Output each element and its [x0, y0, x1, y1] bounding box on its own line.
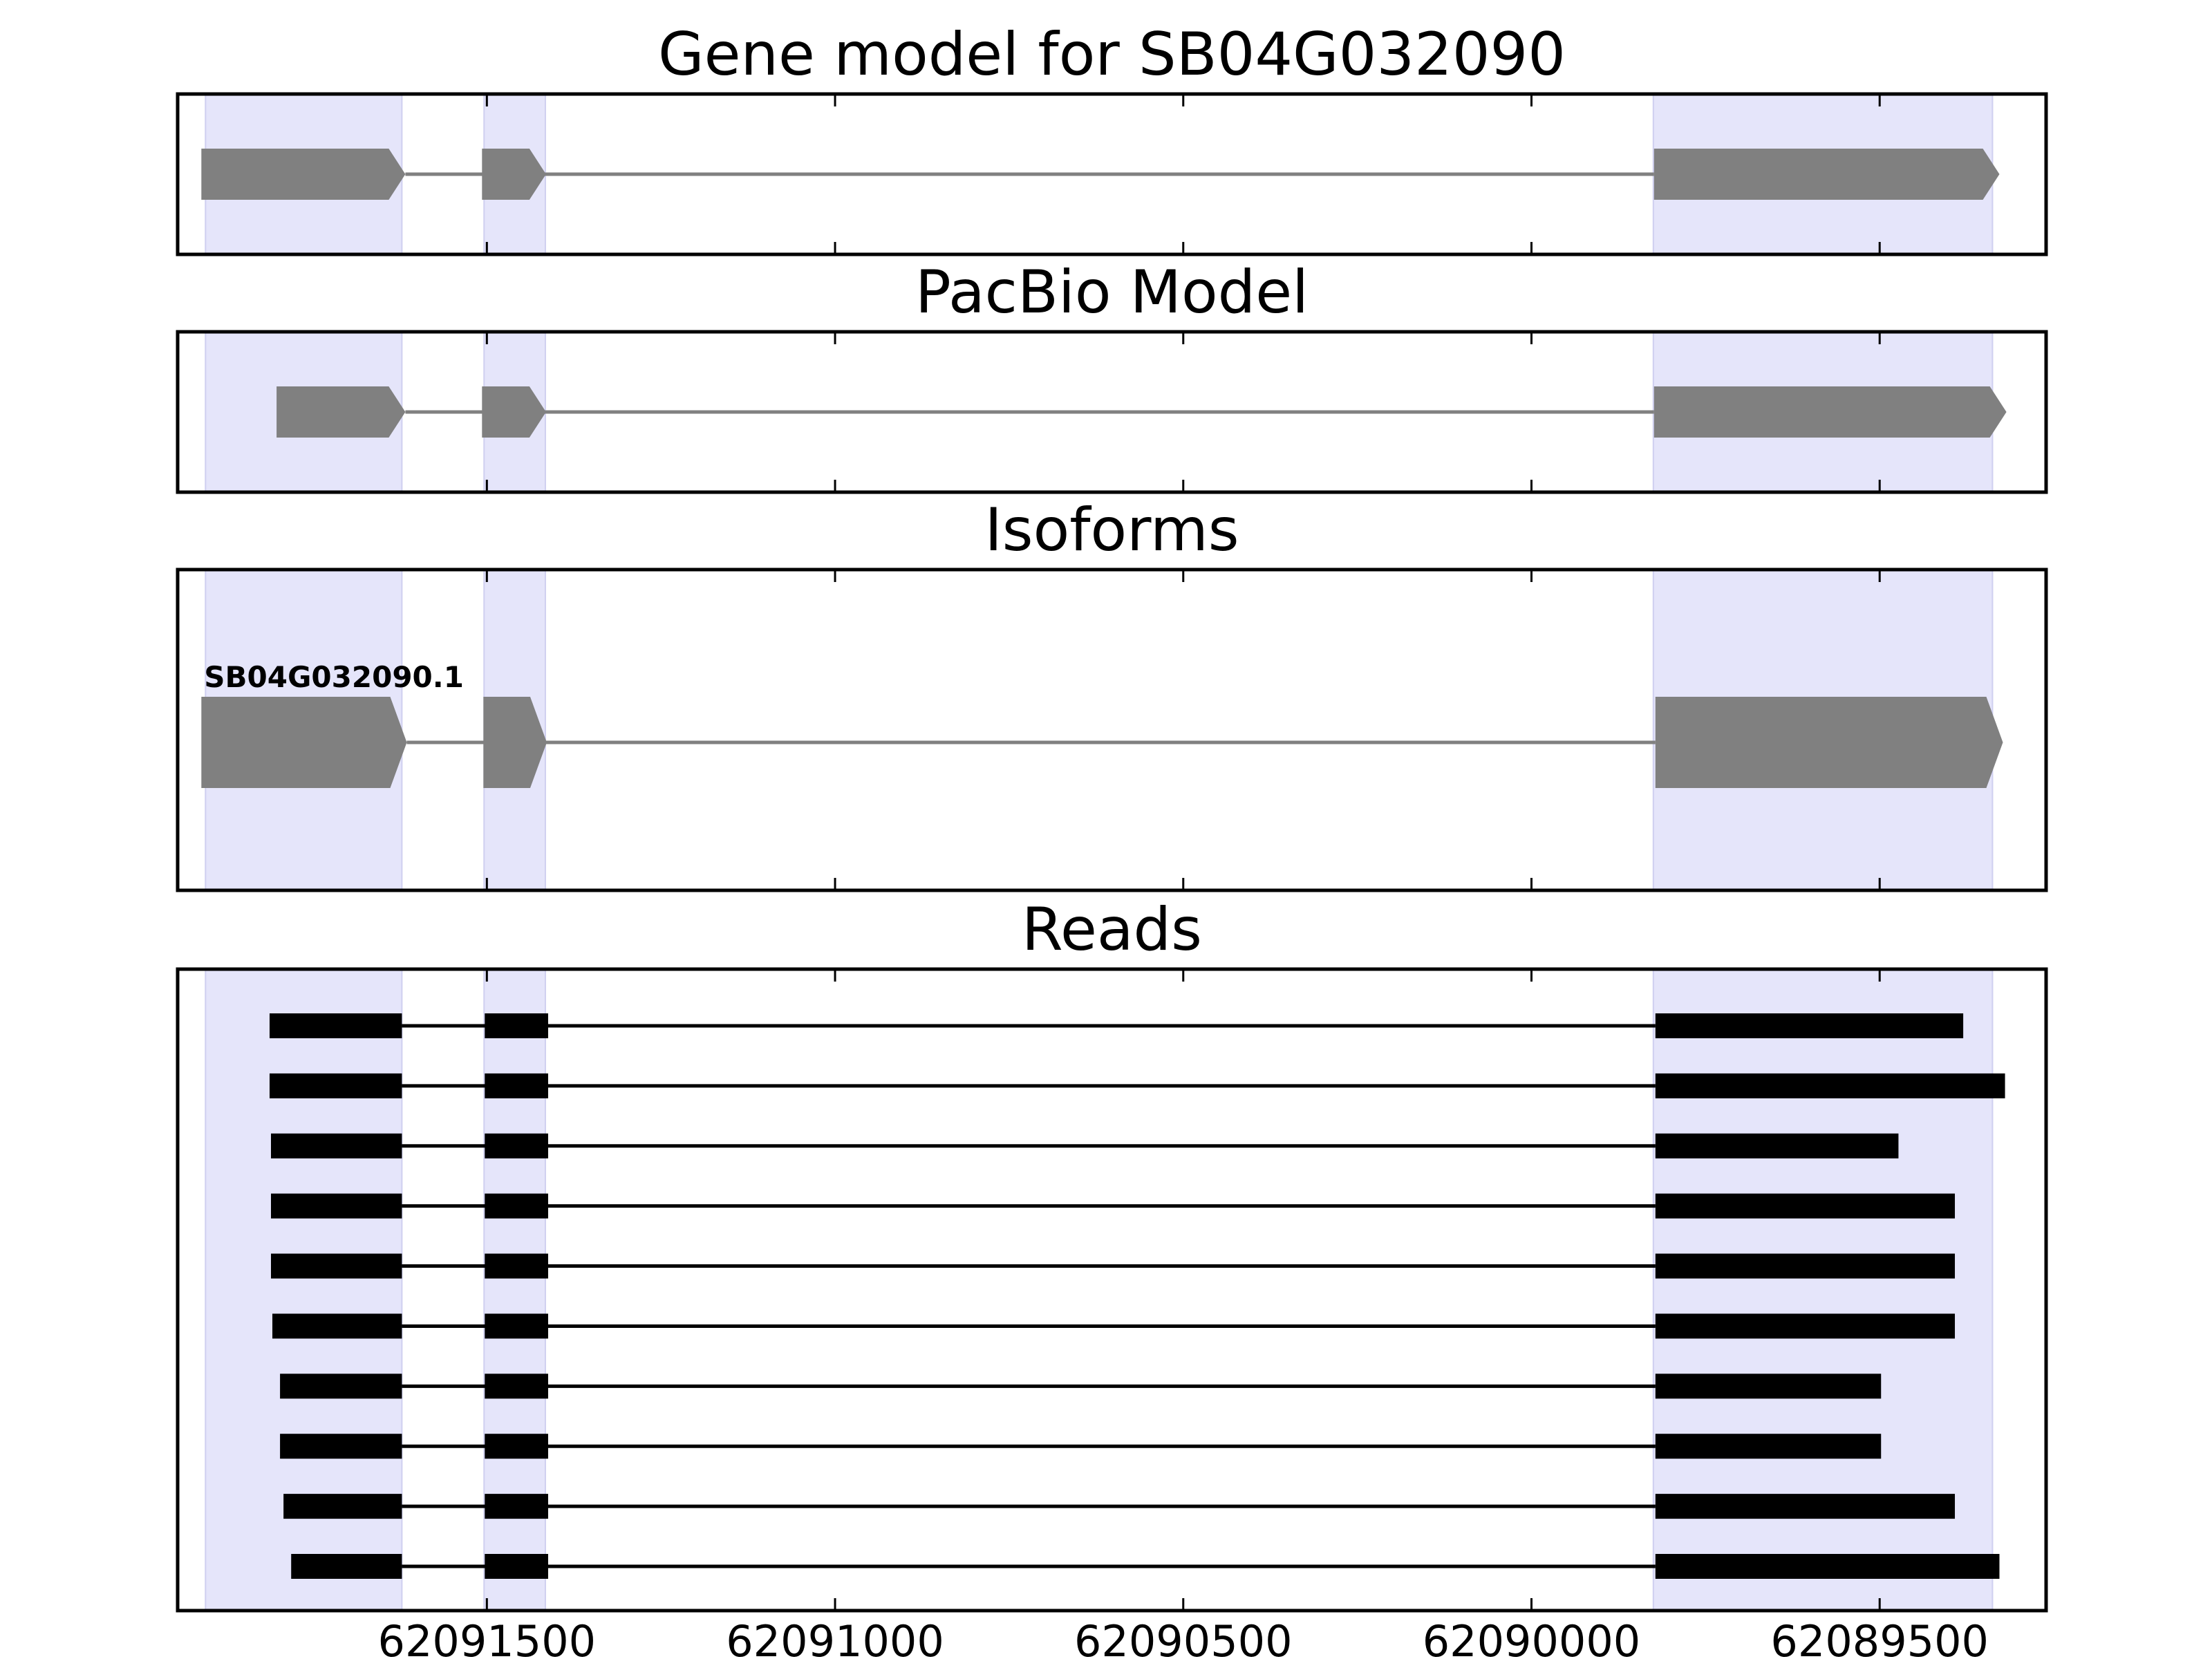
text-layer: Gene model for SB04G032090 PacBio Model SB…	[204, 20, 1989, 1659]
read-exon-block	[1655, 1434, 1882, 1459]
read-exon-block	[1655, 1073, 2005, 1098]
read-exon-block	[1655, 1313, 1956, 1339]
read-exon-block	[270, 1193, 402, 1219]
exon-arrow	[201, 697, 407, 788]
exon-arrow	[201, 149, 406, 200]
read-exon-block	[485, 1193, 548, 1219]
exon-arrow	[1655, 697, 2003, 788]
read-exon-block	[280, 1374, 402, 1399]
x-tick-label: 62090000	[1423, 1616, 1641, 1659]
read-exon-block	[270, 1253, 402, 1279]
x-tick-label: 62091000	[726, 1616, 944, 1659]
read-exon-block	[485, 1073, 548, 1098]
read-exon-block	[1655, 1193, 1956, 1219]
panel-title: Reads	[1022, 895, 1202, 964]
exon-arrow	[483, 697, 547, 788]
exon-arrow	[276, 386, 406, 438]
read-exon-block	[485, 1494, 548, 1519]
panel-frame	[176, 92, 2048, 256]
read-exon-block	[1655, 1554, 2000, 1579]
read-exon-block	[272, 1313, 402, 1339]
panel-frame	[176, 568, 2048, 892]
read-exon-block	[269, 1073, 402, 1098]
panel-title: PacBio Model	[915, 258, 1309, 327]
panel-title: Isoforms	[984, 496, 1239, 565]
read-exon-block	[1655, 1253, 1956, 1279]
read-exon-block	[485, 1374, 548, 1399]
panel-frame	[176, 967, 2048, 1613]
read-exon-block	[485, 1133, 548, 1159]
read-exon-block	[485, 1253, 548, 1279]
exon-arrow	[1653, 386, 2007, 438]
x-tick-label: 62091500	[378, 1616, 597, 1659]
read-exon-block	[283, 1494, 402, 1519]
feature-layer	[201, 149, 2007, 1579]
read-exon-block	[291, 1554, 402, 1579]
read-exon-block	[485, 1013, 548, 1038]
read-exon-block	[1655, 1374, 1882, 1399]
read-exon-block	[1655, 1133, 1899, 1159]
exon-arrow	[482, 149, 546, 200]
read-exon-block	[1655, 1013, 1964, 1038]
read-exon-block	[485, 1554, 548, 1579]
x-tick-label: 62089500	[1770, 1616, 1989, 1659]
isoform-label: SB04G032090.1	[204, 660, 464, 694]
read-exon-block	[485, 1434, 548, 1459]
read-exon-block	[270, 1133, 402, 1159]
read-exon-block	[280, 1434, 402, 1459]
read-exon-block	[269, 1013, 402, 1038]
exon-arrow	[482, 386, 546, 438]
read-exon-block	[1655, 1494, 1956, 1519]
axes-layer	[176, 92, 2048, 1613]
panel-title: Gene model for SB04G032090	[658, 20, 1566, 89]
exon-arrow	[1653, 149, 2000, 200]
panel-frame	[176, 330, 2048, 494]
read-exon-block	[485, 1313, 548, 1339]
x-tick-label: 62090500	[1074, 1616, 1293, 1659]
